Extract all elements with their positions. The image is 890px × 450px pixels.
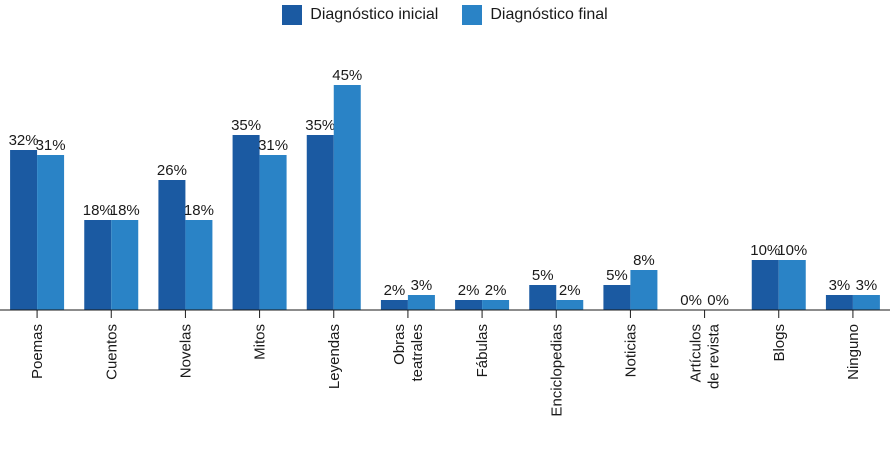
value-label-initial: 35% <box>231 117 261 134</box>
value-label-initial: 26% <box>157 162 187 179</box>
value-label-final: 18% <box>184 202 214 219</box>
bar-final <box>259 155 287 310</box>
value-label-initial: 5% <box>606 267 628 284</box>
value-label-final: 3% <box>856 277 878 294</box>
bar-final <box>111 220 139 310</box>
bar-initial <box>455 300 483 310</box>
category-label: Noticias <box>622 324 639 377</box>
bar-final <box>37 155 65 310</box>
value-label-initial: 2% <box>384 282 406 299</box>
category-label-line: Enciclopedias <box>548 324 565 417</box>
category-label: Obrasteatrales <box>391 324 426 382</box>
category-label: Fábulas <box>474 324 491 377</box>
category-label-line: teatrales <box>409 324 426 382</box>
bar-initial <box>232 135 260 310</box>
category-label-line: Obras <box>391 324 408 365</box>
value-label-initial: 5% <box>532 267 554 284</box>
legend-item-initial: Diagnóstico inicial <box>282 5 438 25</box>
category-label: Blogs <box>771 324 788 362</box>
value-label-initial: 10% <box>750 242 780 259</box>
legend-item-final: Diagnóstico final <box>462 5 608 25</box>
bar-final <box>482 300 510 310</box>
value-label-final: 0% <box>707 292 729 309</box>
category-label: Leyendas <box>326 324 343 389</box>
value-label-final: 10% <box>777 242 807 259</box>
bar-final <box>630 270 658 310</box>
category-label-line: Artículos <box>688 324 705 382</box>
bar-final <box>556 300 584 310</box>
category-label-line: Ninguno <box>845 324 862 380</box>
category-label: Mitos <box>252 324 269 360</box>
category-label-line: Leyendas <box>326 324 343 389</box>
bar-initial <box>529 285 557 310</box>
bar-final <box>407 295 435 310</box>
value-label-initial: 3% <box>829 277 851 294</box>
bar-initial <box>84 220 112 310</box>
value-label-final: 18% <box>110 202 140 219</box>
category-label-line: Mitos <box>252 324 269 360</box>
category-label: Enciclopedias <box>548 324 565 417</box>
legend-swatch-initial <box>282 5 303 25</box>
value-label-initial: 2% <box>458 282 480 299</box>
category-label-line: Cuentos <box>103 324 120 380</box>
category-label: Cuentos <box>103 324 120 380</box>
value-label-initial: 32% <box>9 132 39 149</box>
value-label-final: 3% <box>411 277 433 294</box>
category-label-line: Novelas <box>177 324 194 378</box>
legend-swatch-final <box>462 5 483 25</box>
category-label: Poemas <box>29 324 46 379</box>
bar-final <box>333 85 361 310</box>
value-label-final: 2% <box>559 282 581 299</box>
category-label-line: Fábulas <box>474 324 491 377</box>
value-label-initial: 18% <box>83 202 113 219</box>
bar-initial <box>306 135 334 310</box>
value-label-initial: 0% <box>680 292 702 309</box>
legend-label-final: Diagnóstico final <box>490 6 608 23</box>
bar-final <box>778 260 806 310</box>
category-label-line: de revista <box>706 323 723 389</box>
bar-initial <box>751 260 779 310</box>
bar-initial <box>158 180 186 310</box>
legend-label-initial: Diagnóstico inicial <box>310 6 439 23</box>
value-label-final: 45% <box>332 67 362 84</box>
value-label-final: 31% <box>36 137 66 154</box>
category-label-line: Blogs <box>771 324 788 362</box>
bar-initial <box>603 285 631 310</box>
chart-legend: Diagnóstico inicial Diagnóstico final <box>0 3 890 27</box>
bar-final <box>852 295 880 310</box>
bar-initial <box>380 300 408 310</box>
value-label-initial: 35% <box>305 117 335 134</box>
category-label-line: Noticias <box>622 324 639 377</box>
bar-initial <box>825 295 853 310</box>
value-label-final: 31% <box>258 137 288 154</box>
bar-final <box>185 220 213 310</box>
value-label-final: 2% <box>485 282 507 299</box>
value-label-final: 8% <box>633 252 655 269</box>
category-label: Artículosde revista <box>688 323 723 389</box>
category-label-line: Poemas <box>29 324 46 379</box>
bar-initial <box>10 150 38 310</box>
category-label: Novelas <box>177 324 194 378</box>
category-label: Ninguno <box>845 324 862 380</box>
